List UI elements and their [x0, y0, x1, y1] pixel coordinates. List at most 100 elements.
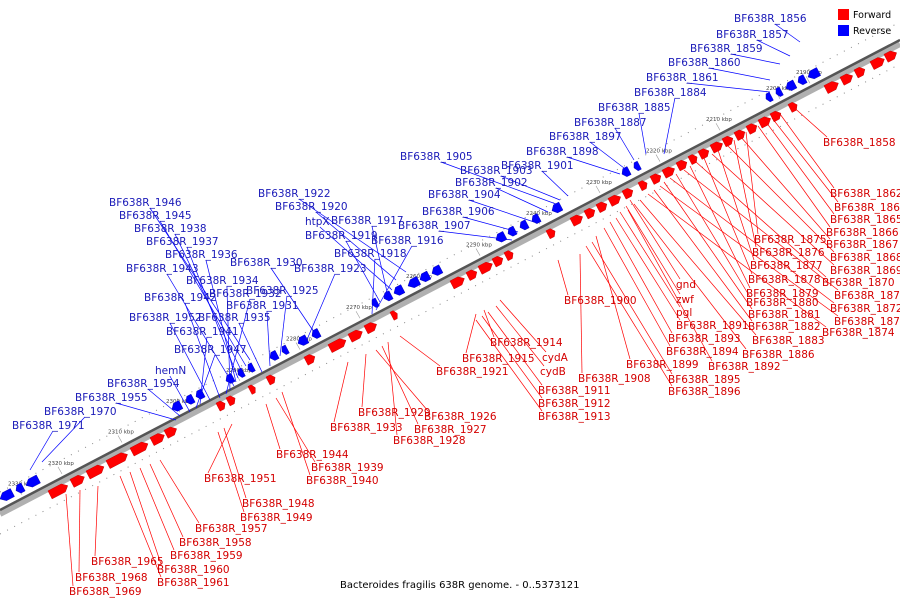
- forward-leader-line: [487, 311, 543, 386]
- reverse-gene-label: BF638R_1922: [258, 188, 331, 200]
- reverse-gene: [507, 225, 518, 237]
- forward-gene-label: zwf: [676, 294, 694, 306]
- tick-mark: [295, 342, 301, 350]
- forward-gene-label: BF638R_1927: [414, 424, 487, 436]
- reverse-gene-label: BF638R_1937: [146, 236, 219, 248]
- forward-gene: [247, 384, 256, 395]
- reverse-leader-line: [184, 302, 221, 399]
- forward-gene-label: BF638R_1933: [330, 422, 403, 434]
- forward-gene-label: BF638R_1899: [626, 359, 699, 371]
- reverse-gene: [247, 362, 256, 373]
- forward-leader-line: [659, 185, 839, 317]
- leader-lines: [29, 23, 839, 587]
- reverse-gene: [269, 350, 280, 361]
- forward-gene: [569, 214, 583, 227]
- reverse-gene-label: BF638R_1920: [275, 201, 348, 213]
- forward-gene-label: BF638R_1940: [306, 475, 379, 487]
- forward-gene-label: BF638R_1948: [242, 498, 315, 510]
- forward-gene: [491, 256, 504, 268]
- forward-leader-line: [119, 475, 162, 578]
- forward-gene: [661, 166, 675, 179]
- reverse-gene: [383, 290, 394, 302]
- genome-backbone-shadow: [0, 41, 900, 517]
- forward-gene-label: BF638R_1863: [834, 202, 900, 214]
- forward-leader-line: [765, 121, 835, 215]
- forward-leader-line: [689, 165, 751, 289]
- reverse-gene-label: BF638R_1918: [334, 248, 407, 260]
- forward-gene-label: pgl: [676, 307, 692, 319]
- forward-gene-label: BF638R_1929: [358, 407, 431, 419]
- forward-gene-label: BF638R_1960: [157, 564, 230, 576]
- reverse-gene: [0, 488, 15, 501]
- reverse-leader-line: [279, 295, 288, 357]
- forward-leader-line: [139, 467, 175, 551]
- forward-leader-line: [483, 309, 495, 338]
- reverse-gene: [225, 373, 236, 384]
- forward-gene: [47, 483, 68, 500]
- forward-gene-label: BF638R_1913: [538, 411, 611, 423]
- reverse-leader-line: [226, 285, 231, 391]
- reverse-leader-line: [166, 273, 235, 387]
- reverse-gene: [281, 344, 290, 355]
- reverse-leader-line: [345, 240, 381, 303]
- reverse-gene-label: BF638R_1938: [134, 223, 207, 235]
- forward-gene: [853, 66, 866, 79]
- forward-gene: [545, 228, 556, 240]
- forward-leader-line: [65, 493, 74, 587]
- forward-gene-label: BF638R_1879: [746, 288, 819, 300]
- reverse-leader-line: [614, 127, 635, 161]
- forward-gene-label: BF638R_1894: [666, 346, 739, 358]
- reverse-gene: [785, 79, 798, 91]
- legend-reverse-label: Reverse: [853, 26, 891, 37]
- forward-gene: [839, 73, 853, 86]
- forward-leader-line: [223, 427, 247, 499]
- reverse-leader-line: [500, 175, 561, 201]
- forward-gene-label: BF638R_1880: [746, 297, 819, 309]
- reverse-gene-label: BF638R_1954: [107, 378, 180, 390]
- reverse-leader-line: [371, 225, 389, 297]
- reverse-gene: [531, 213, 542, 224]
- reverse-gene-label: BF638R_1884: [634, 87, 707, 99]
- forward-leader-line: [609, 221, 673, 334]
- forward-gene: [733, 129, 746, 141]
- forward-gene-label: BF638R_1895: [668, 374, 741, 386]
- forward-gene: [595, 201, 608, 213]
- tick-label: 2230 kbp: [586, 180, 612, 186]
- reverse-leader-line: [566, 156, 621, 175]
- forward-leader-line: [647, 193, 827, 328]
- reverse-leader-line: [195, 354, 216, 409]
- forward-gene: [869, 57, 885, 70]
- reverse-gene-label: BF638R_1932: [209, 288, 282, 300]
- reverse-leader-line: [159, 220, 247, 367]
- reverse-leader-line: [149, 207, 251, 361]
- forward-leader-line: [481, 315, 543, 399]
- reverse-leader-line: [298, 198, 407, 273]
- forward-leader-line: [399, 335, 441, 367]
- reverse-gene-label: hemN: [155, 365, 186, 377]
- genome-backbone: [0, 38, 900, 512]
- reverse-gene: [15, 482, 26, 494]
- forward-leader-line: [619, 211, 681, 308]
- forward-leader-line: [703, 157, 753, 275]
- forward-gene-label: BF638R_1959: [170, 550, 243, 562]
- reverse-gene-label: BF638R_1971: [12, 420, 85, 432]
- forward-gene-label: BF638R_1877: [750, 260, 823, 272]
- reverse-gene-label: BF638R_1945: [119, 210, 192, 222]
- forward-leader-line: [475, 319, 543, 412]
- forward-gene: [883, 50, 897, 63]
- reverse-gene-label: BF638R_1935: [198, 312, 271, 324]
- reverse-leader-line: [541, 170, 569, 197]
- forward-gene-label: BF638R_1926: [424, 411, 497, 423]
- reverse-gene: [551, 201, 564, 214]
- tick-label: 2310 kbp: [108, 430, 134, 436]
- forward-gene: [465, 269, 478, 281]
- forward-leader-line: [745, 131, 759, 235]
- forward-leader-line: [361, 353, 367, 408]
- forward-leader-line: [375, 349, 429, 412]
- reverse-leader-line: [686, 82, 771, 93]
- reverse-gene-label: BF638R_1901: [501, 160, 574, 172]
- reverse-leader-line: [589, 141, 625, 169]
- forward-leader-line: [94, 485, 99, 557]
- reverse-gene-label: BF638R_1905: [400, 151, 473, 163]
